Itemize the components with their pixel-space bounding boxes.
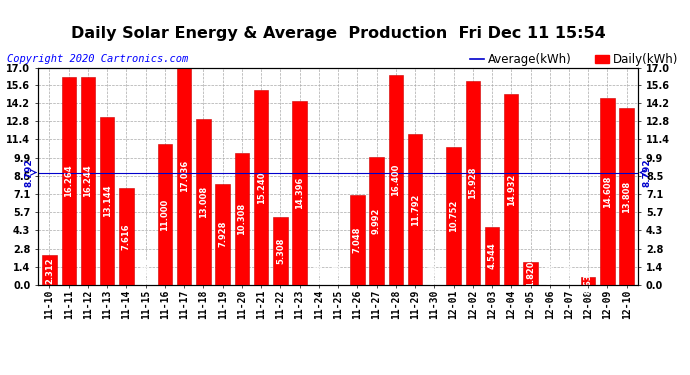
- Text: 7.048: 7.048: [353, 227, 362, 253]
- Text: 11.792: 11.792: [411, 194, 420, 226]
- Text: 14.932: 14.932: [506, 173, 515, 206]
- Text: 16.244: 16.244: [83, 165, 92, 197]
- Text: 17.036: 17.036: [179, 160, 188, 192]
- Bar: [293, 101, 307, 285]
- Bar: [485, 227, 500, 285]
- Text: 0.000: 0.000: [430, 258, 439, 284]
- Text: 15.928: 15.928: [469, 167, 477, 199]
- Bar: [215, 184, 230, 285]
- Text: 4.544: 4.544: [488, 243, 497, 269]
- Text: 0.632: 0.632: [584, 268, 593, 294]
- Bar: [119, 188, 134, 285]
- Bar: [388, 75, 403, 285]
- Bar: [600, 98, 615, 285]
- Bar: [158, 144, 172, 285]
- Bar: [273, 217, 288, 285]
- Text: 0.000: 0.000: [564, 258, 573, 284]
- Bar: [61, 77, 76, 285]
- Text: 16.264: 16.264: [64, 165, 73, 197]
- Text: 2.312: 2.312: [45, 257, 54, 284]
- Bar: [254, 90, 268, 285]
- Text: 13.008: 13.008: [199, 186, 208, 218]
- Text: 13.144: 13.144: [103, 184, 112, 217]
- Bar: [42, 255, 57, 285]
- Text: Daily Solar Energy & Average  Production  Fri Dec 11 15:54: Daily Solar Energy & Average Production …: [70, 26, 605, 41]
- Text: 14.608: 14.608: [603, 176, 612, 208]
- Bar: [504, 94, 518, 285]
- Text: 0.004: 0.004: [141, 257, 150, 284]
- Bar: [369, 157, 384, 285]
- Text: 14.396: 14.396: [295, 177, 304, 209]
- Legend: Average(kWh), Daily(kWh): Average(kWh), Daily(kWh): [466, 49, 683, 71]
- Bar: [196, 118, 210, 285]
- Text: 9.992: 9.992: [372, 208, 381, 234]
- Bar: [100, 117, 115, 285]
- Bar: [581, 277, 595, 285]
- Text: 8.792: 8.792: [642, 158, 651, 187]
- Text: 8.792: 8.792: [25, 158, 34, 187]
- Text: 16.400: 16.400: [391, 164, 400, 196]
- Text: 11.000: 11.000: [161, 198, 170, 231]
- Text: 0.000: 0.000: [545, 258, 554, 284]
- Text: 13.808: 13.808: [622, 181, 631, 213]
- Text: 0.000: 0.000: [315, 258, 324, 284]
- Bar: [620, 108, 634, 285]
- Text: Copyright 2020 Cartronics.com: Copyright 2020 Cartronics.com: [7, 54, 188, 64]
- Text: 5.308: 5.308: [276, 238, 285, 264]
- Text: 7.616: 7.616: [122, 223, 131, 250]
- Bar: [446, 147, 461, 285]
- Bar: [235, 153, 249, 285]
- Text: 0.000: 0.000: [333, 258, 343, 284]
- Bar: [81, 77, 95, 285]
- Bar: [466, 81, 480, 285]
- Bar: [177, 67, 191, 285]
- Text: 7.928: 7.928: [218, 221, 227, 248]
- Text: 1.820: 1.820: [526, 260, 535, 286]
- Bar: [523, 262, 538, 285]
- Bar: [408, 134, 422, 285]
- Text: 10.308: 10.308: [237, 203, 246, 235]
- Text: 10.752: 10.752: [449, 200, 458, 232]
- Text: 15.240: 15.240: [257, 171, 266, 204]
- Bar: [350, 195, 364, 285]
